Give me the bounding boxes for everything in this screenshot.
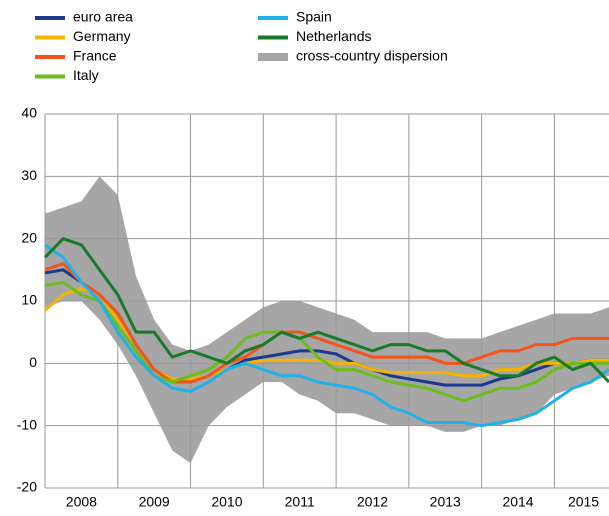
x-tick-label: 2010 [211,494,242,510]
y-tick-label: 0 [29,354,37,370]
x-tick-label: 2013 [430,494,461,510]
series-line [44,243,609,428]
y-tick-label: -10 [17,416,37,432]
x-tick-label: 2009 [139,494,170,510]
legend-label: France [73,48,117,64]
legend-label: euro area [73,9,133,25]
legend-label: Spain [296,9,332,25]
y-tick-label: 20 [21,229,37,245]
y-tick-label: 30 [21,167,37,183]
x-tick-label: 2011 [285,494,315,510]
series-line [44,262,609,384]
x-tick-label: 2014 [502,494,533,510]
series-line [43,237,609,384]
x-tick-label: 2008 [66,494,97,510]
y-tick-label: 10 [21,292,37,308]
x-tick-label: 2012 [357,494,388,510]
x-tick-label: 2015 [568,494,599,510]
legend-label: cross-country dispersion [296,48,448,64]
y-tick-label: -20 [17,479,37,495]
legend-label: Germany [73,28,131,44]
series-line [44,280,609,403]
legend-label: Netherlands [296,28,372,44]
legend-label: Italy [73,67,99,83]
y-tick-label: 40 [21,105,37,121]
